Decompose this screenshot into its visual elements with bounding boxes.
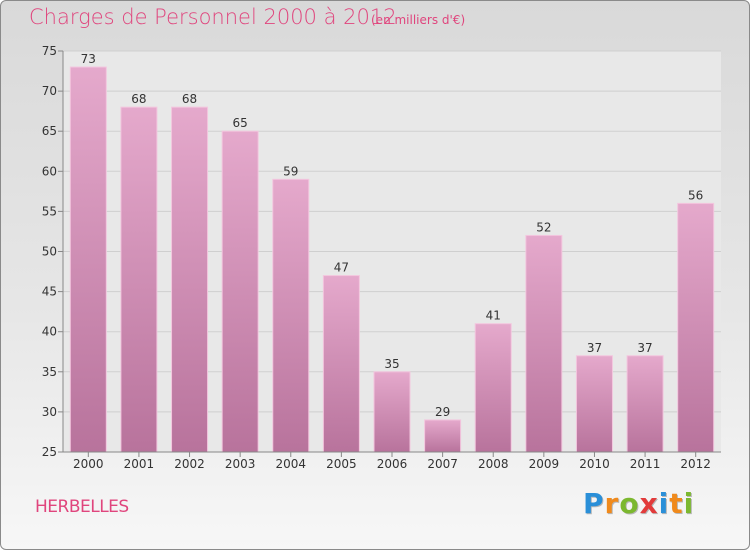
data-label: 52 (536, 220, 551, 234)
data-label: 68 (182, 92, 197, 106)
data-label: 29 (435, 405, 450, 419)
x-tick-label: 2007 (427, 457, 458, 471)
bar-2005 (322, 275, 360, 453)
data-label: 37 (637, 341, 652, 355)
bar-2008 (474, 323, 512, 453)
y-tick-label: 65 (42, 124, 57, 138)
bar-2003 (221, 130, 259, 453)
logo-letter: x (639, 487, 659, 520)
x-tick-label: 2004 (275, 457, 306, 471)
logo-letter: t (669, 487, 684, 520)
logo-letter: i (658, 487, 670, 520)
x-tick-label: 2009 (529, 457, 560, 471)
bar-2002 (171, 106, 209, 453)
data-label: 37 (587, 341, 602, 355)
bar-2006 (373, 371, 411, 453)
data-label: 56 (688, 188, 703, 202)
data-label: 41 (486, 309, 501, 323)
bar-2007 (424, 419, 462, 453)
chart-subtitle: (en milliers d'€) (371, 13, 466, 27)
x-tick-label: 2006 (377, 457, 408, 471)
x-tick-label: 2011 (630, 457, 661, 471)
x-tick-label: 2003 (225, 457, 256, 471)
logo-letter: o (619, 487, 640, 520)
bar-2001 (120, 106, 158, 453)
y-tick-label: 60 (42, 164, 57, 178)
data-label: 65 (233, 116, 248, 130)
y-tick-label: 30 (42, 405, 57, 419)
y-tick-label: 50 (42, 245, 57, 259)
y-tick-label: 45 (42, 285, 57, 299)
data-label: 47 (334, 261, 349, 275)
x-tick-label: 2000 (73, 457, 104, 471)
logo-letter: i (683, 487, 695, 520)
x-tick-label: 2008 (478, 457, 509, 471)
x-tick-label: 2001 (124, 457, 155, 471)
bar-2012 (677, 202, 715, 453)
x-tick-label: 2002 (174, 457, 205, 471)
y-tick-label: 35 (42, 365, 57, 379)
chart-title: Charges de Personnel 2000 à 2012 (29, 5, 397, 29)
x-tick-label: 2012 (680, 457, 711, 471)
bar-2011 (626, 355, 664, 453)
proxiti-logo: Proxiti (583, 487, 694, 520)
y-tick-label: 75 (42, 44, 57, 58)
bar-2004 (272, 178, 310, 453)
town-name: HERBELLES (35, 497, 129, 517)
y-tick-label: 25 (42, 445, 57, 459)
y-tick-label: 70 (42, 84, 57, 98)
bar-2000 (69, 66, 107, 453)
x-tick-label: 2005 (326, 457, 357, 471)
bar-2009 (525, 234, 563, 453)
y-tick-label: 55 (42, 204, 57, 218)
data-label: 35 (384, 357, 399, 371)
logo-letter: P (583, 487, 605, 520)
data-label: 68 (131, 92, 146, 106)
x-tick-label: 2010 (579, 457, 610, 471)
bar-2010 (575, 355, 613, 453)
data-label: 73 (81, 52, 96, 66)
data-label: 59 (283, 164, 298, 178)
y-tick-label: 40 (42, 325, 57, 339)
logo-letter: r (604, 487, 620, 520)
